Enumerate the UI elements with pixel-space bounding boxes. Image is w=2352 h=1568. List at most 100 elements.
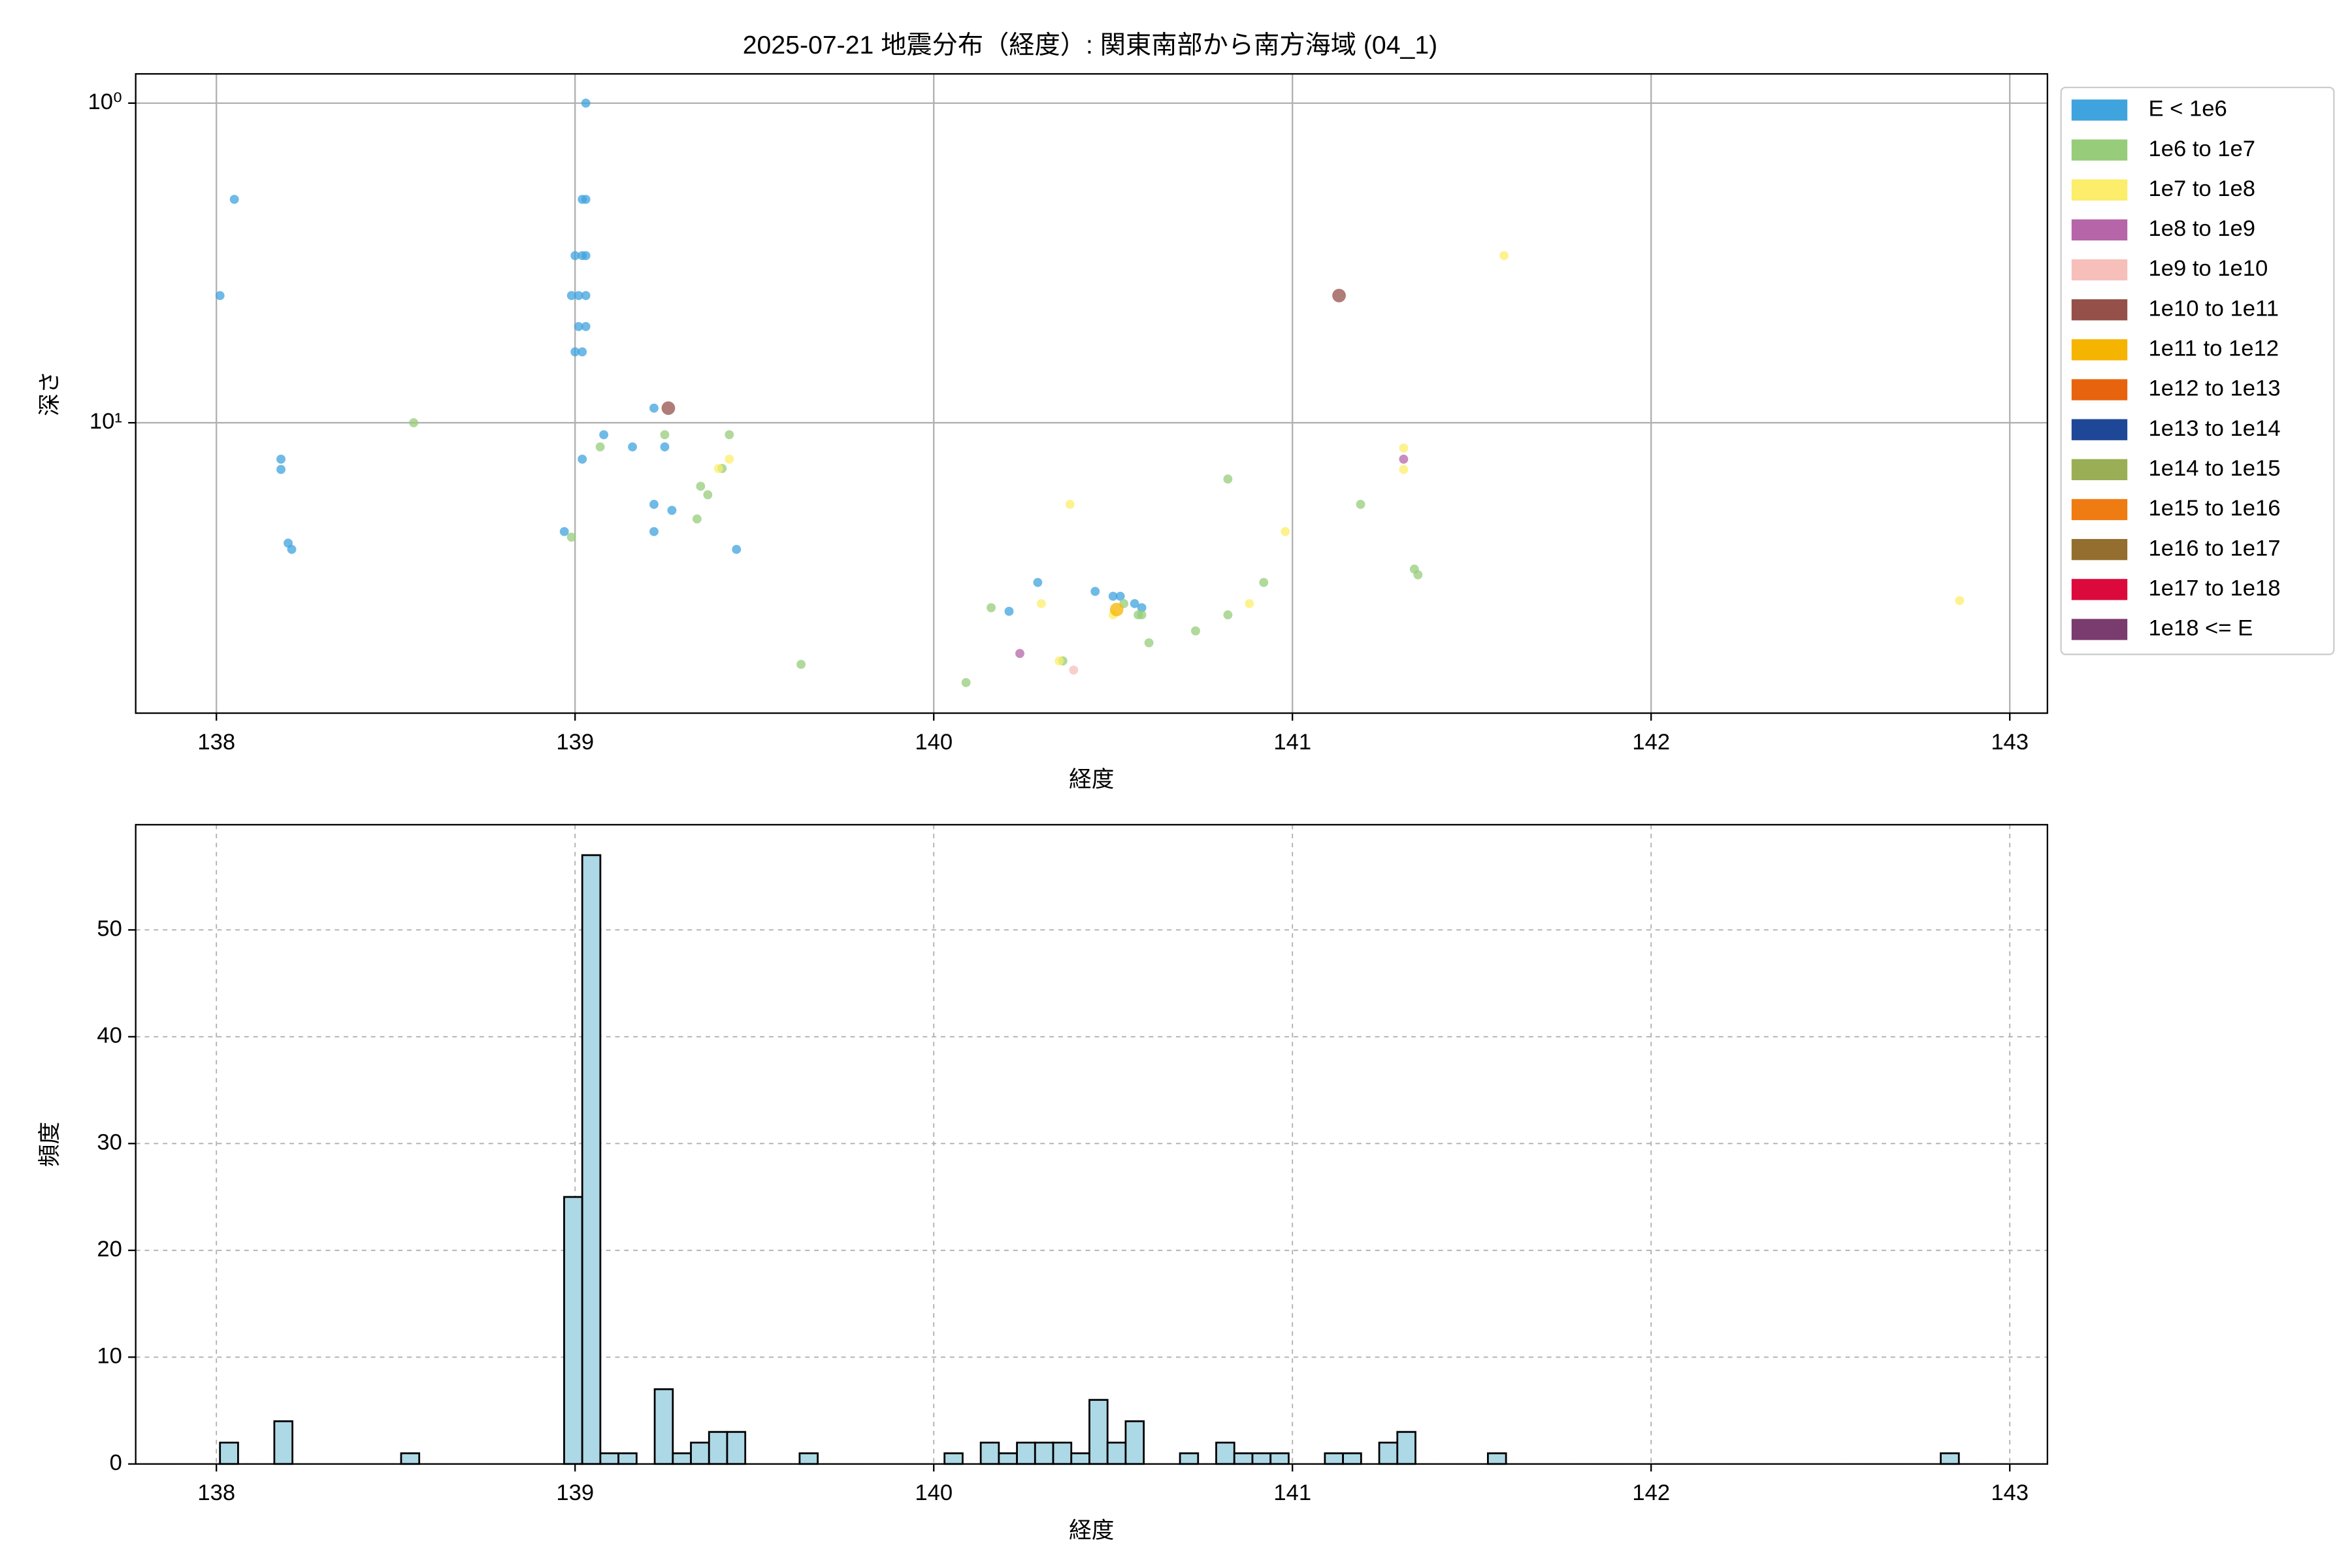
point — [229, 195, 239, 204]
legend-swatch — [2071, 99, 2128, 121]
point — [1130, 598, 1139, 608]
legend-label: 1e17 to 1e18 — [2148, 576, 2280, 600]
point — [649, 500, 659, 509]
x-axis-label: 経度 — [1069, 1518, 1114, 1543]
bar — [563, 1196, 583, 1465]
bar — [400, 1452, 421, 1465]
point — [1108, 591, 1118, 601]
point — [628, 442, 637, 451]
legend-box — [2060, 86, 2335, 655]
legend-label: 1e10 to 1e11 — [2148, 296, 2279, 321]
legend-label: 1e18 <= E — [2148, 616, 2253, 641]
bar — [1070, 1452, 1090, 1465]
y-tick-label: 20 — [97, 1237, 122, 1262]
bar — [1487, 1452, 1507, 1465]
point — [581, 291, 591, 301]
point — [1499, 251, 1509, 261]
point — [1033, 578, 1043, 587]
x-tick-label: 138 — [197, 730, 235, 755]
y-tick-label: 10 — [97, 1343, 122, 1368]
bar — [1396, 1431, 1416, 1465]
bar — [599, 1452, 620, 1465]
bar — [1378, 1441, 1399, 1465]
bar — [1251, 1452, 1272, 1465]
bar — [1342, 1452, 1362, 1465]
point — [649, 527, 659, 536]
x-tick-label: 143 — [1991, 1480, 2029, 1505]
legend-swatch — [2071, 219, 2128, 241]
point — [661, 401, 676, 416]
point — [1004, 606, 1014, 616]
bar — [1233, 1452, 1254, 1465]
bar — [219, 1441, 239, 1465]
point — [1399, 454, 1409, 464]
bar — [708, 1431, 728, 1465]
point — [1036, 598, 1046, 608]
bar — [1088, 1399, 1109, 1465]
legend-swatch — [2071, 619, 2128, 640]
y-tick-label: 50 — [97, 916, 122, 941]
point — [1356, 500, 1365, 509]
point — [581, 251, 591, 261]
legend-label: 1e11 to 1e12 — [2148, 336, 2279, 361]
point — [1223, 474, 1233, 484]
point — [713, 464, 723, 473]
point — [1223, 610, 1233, 620]
point — [570, 347, 580, 357]
point — [566, 532, 576, 542]
x-tick-label: 143 — [1991, 730, 2029, 755]
point — [1065, 500, 1075, 509]
legend-label: 1e6 to 1e7 — [2148, 137, 2255, 161]
legend-swatch — [2071, 419, 2128, 440]
x-tick-label: 140 — [915, 1480, 953, 1505]
bar — [943, 1452, 964, 1465]
point — [581, 195, 591, 204]
point — [1259, 578, 1269, 587]
point — [667, 506, 677, 515]
point — [1281, 527, 1290, 536]
point — [566, 291, 576, 301]
point — [703, 490, 713, 500]
bar — [581, 854, 602, 1465]
point — [578, 347, 587, 357]
point — [692, 514, 702, 524]
y-tick-label: 30 — [97, 1130, 122, 1154]
bar — [653, 1388, 674, 1465]
y-tick-label: 0 — [110, 1450, 122, 1475]
point — [574, 291, 583, 301]
legend-swatch — [2071, 339, 2128, 361]
y-axis-label: 深さ — [38, 371, 63, 416]
y-axis-label: 頻度 — [38, 1122, 63, 1167]
bar — [726, 1431, 747, 1465]
x-tick-label: 139 — [556, 1480, 594, 1505]
x-tick-label: 142 — [1632, 1480, 1670, 1505]
point — [1090, 587, 1100, 596]
point — [725, 430, 734, 440]
bar — [273, 1420, 293, 1465]
point — [1399, 465, 1409, 474]
point — [1413, 570, 1423, 580]
legend-label: 1e16 to 1e17 — [2148, 536, 2280, 561]
point — [1109, 602, 1124, 617]
legend-swatch — [2071, 299, 2128, 321]
point — [1137, 603, 1147, 613]
point — [559, 527, 569, 536]
legend-swatch — [2071, 379, 2128, 400]
x-tick-label: 139 — [556, 730, 594, 755]
y-tick-label: 10¹ — [90, 409, 122, 434]
bar — [1940, 1452, 1960, 1465]
point — [732, 544, 742, 554]
point — [1115, 591, 1125, 601]
plot-frame — [135, 73, 2048, 714]
point — [1191, 626, 1200, 636]
x-tick-label: 138 — [197, 1480, 235, 1505]
point — [649, 403, 659, 413]
point — [1015, 649, 1024, 659]
bar — [798, 1452, 819, 1465]
legend-label: 1e9 to 1e10 — [2148, 256, 2268, 281]
point — [1137, 610, 1147, 620]
x-axis-label: 経度 — [1069, 768, 1114, 792]
point — [1955, 596, 1965, 606]
